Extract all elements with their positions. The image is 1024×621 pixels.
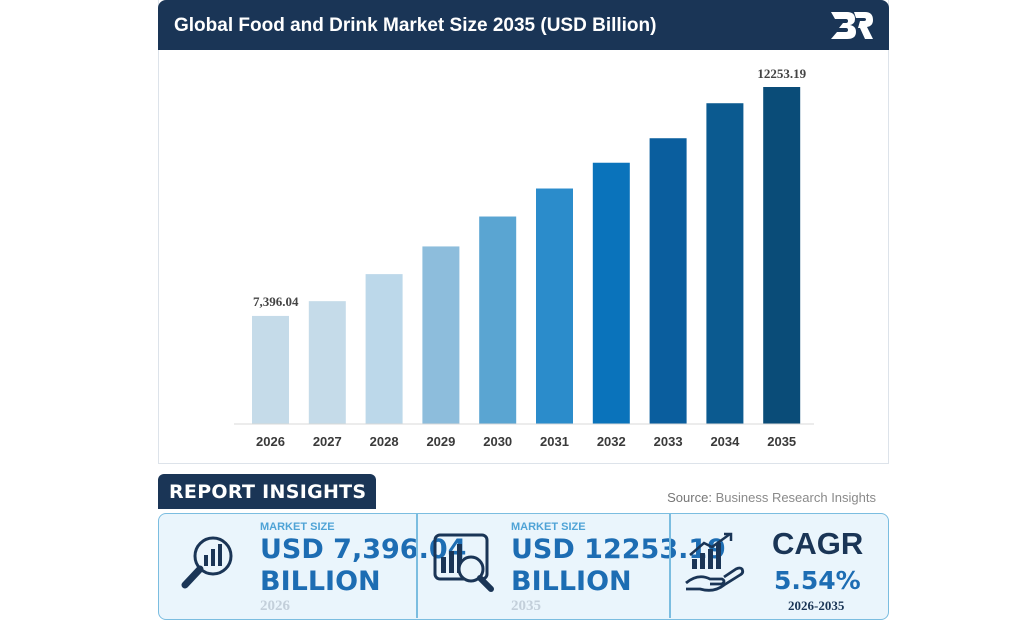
growth-hand-icon xyxy=(685,532,745,592)
market-size-label: MARKET SIZE xyxy=(511,521,586,533)
insights-panel: MARKET SIZE USD 7,396.04 BILLION 2026 MA… xyxy=(158,513,889,620)
market-size-unit: BILLION xyxy=(511,566,632,597)
cagr-title: CAGR xyxy=(772,526,864,561)
market-size-unit: BILLION xyxy=(260,566,381,597)
chart-title: Global Food and Drink Market Size 2035 (… xyxy=(174,15,657,36)
x-tick-label: 2034 xyxy=(710,434,740,449)
bar-2031 xyxy=(536,188,573,424)
cagr-card: CAGR 5.54% 2026-2035 xyxy=(670,514,888,618)
panel-divider xyxy=(669,514,671,618)
bar-2028 xyxy=(365,274,403,424)
brand-logo-icon xyxy=(831,12,873,39)
market-size-year: 2035 xyxy=(511,598,541,614)
market-size-label: MARKET SIZE xyxy=(260,521,335,533)
market-size-year: 2026 xyxy=(260,598,290,614)
x-tick-label: 2032 xyxy=(597,434,626,449)
x-tick-label: 2027 xyxy=(313,434,342,449)
x-tick-label: 2028 xyxy=(370,434,399,449)
bar-2026 xyxy=(252,315,289,424)
market-size-value: USD 7,396.04 xyxy=(260,534,467,565)
bar-2035 xyxy=(763,87,801,424)
cagr-value: 5.54% xyxy=(774,566,861,595)
x-tick-label: 2026 xyxy=(256,434,285,449)
data-label: 7,396.04 xyxy=(253,294,299,309)
x-tick-label: 2035 xyxy=(767,434,796,449)
source-name: Business Research Insights xyxy=(715,490,876,505)
bar-2029 xyxy=(422,246,460,424)
bar-2034 xyxy=(706,103,744,424)
x-tick-label: 2029 xyxy=(426,434,455,449)
x-tick-label: 2033 xyxy=(654,434,683,449)
market-size-2035-card: MARKET SIZE USD 12253.19 BILLION 2035 xyxy=(417,514,726,618)
market-size-2026-card: MARKET SIZE USD 7,396.04 BILLION 2026 xyxy=(159,514,466,618)
x-tick-label: 2031 xyxy=(540,434,569,449)
source-note: Source: Business Research Insights xyxy=(667,490,876,505)
cagr-period: 2026-2035 xyxy=(788,598,845,613)
bar-chart: 2026 2027 2028 2029 2030 2031 2032 2033 2034 2035… xyxy=(234,66,814,449)
report-insights-title: REPORT INSIGHTS xyxy=(169,481,367,503)
panel-divider xyxy=(416,514,418,618)
bar-2030 xyxy=(479,216,517,424)
bar-2027 xyxy=(308,301,346,424)
data-label: 12253.19 xyxy=(757,66,806,81)
market-size-value: USD 12253.19 xyxy=(511,534,726,565)
x-tick-label: 2030 xyxy=(483,434,512,449)
chart-header: Global Food and Drink Market Size 2035 (… xyxy=(158,0,889,50)
magnifier-chart-icon xyxy=(181,536,233,589)
bar-2033 xyxy=(649,138,687,424)
bar-2032 xyxy=(592,162,630,424)
report-insights-tab: REPORT INSIGHTS xyxy=(158,474,376,509)
source-label: Source: xyxy=(667,490,712,505)
chart-analysis-icon xyxy=(433,533,494,592)
